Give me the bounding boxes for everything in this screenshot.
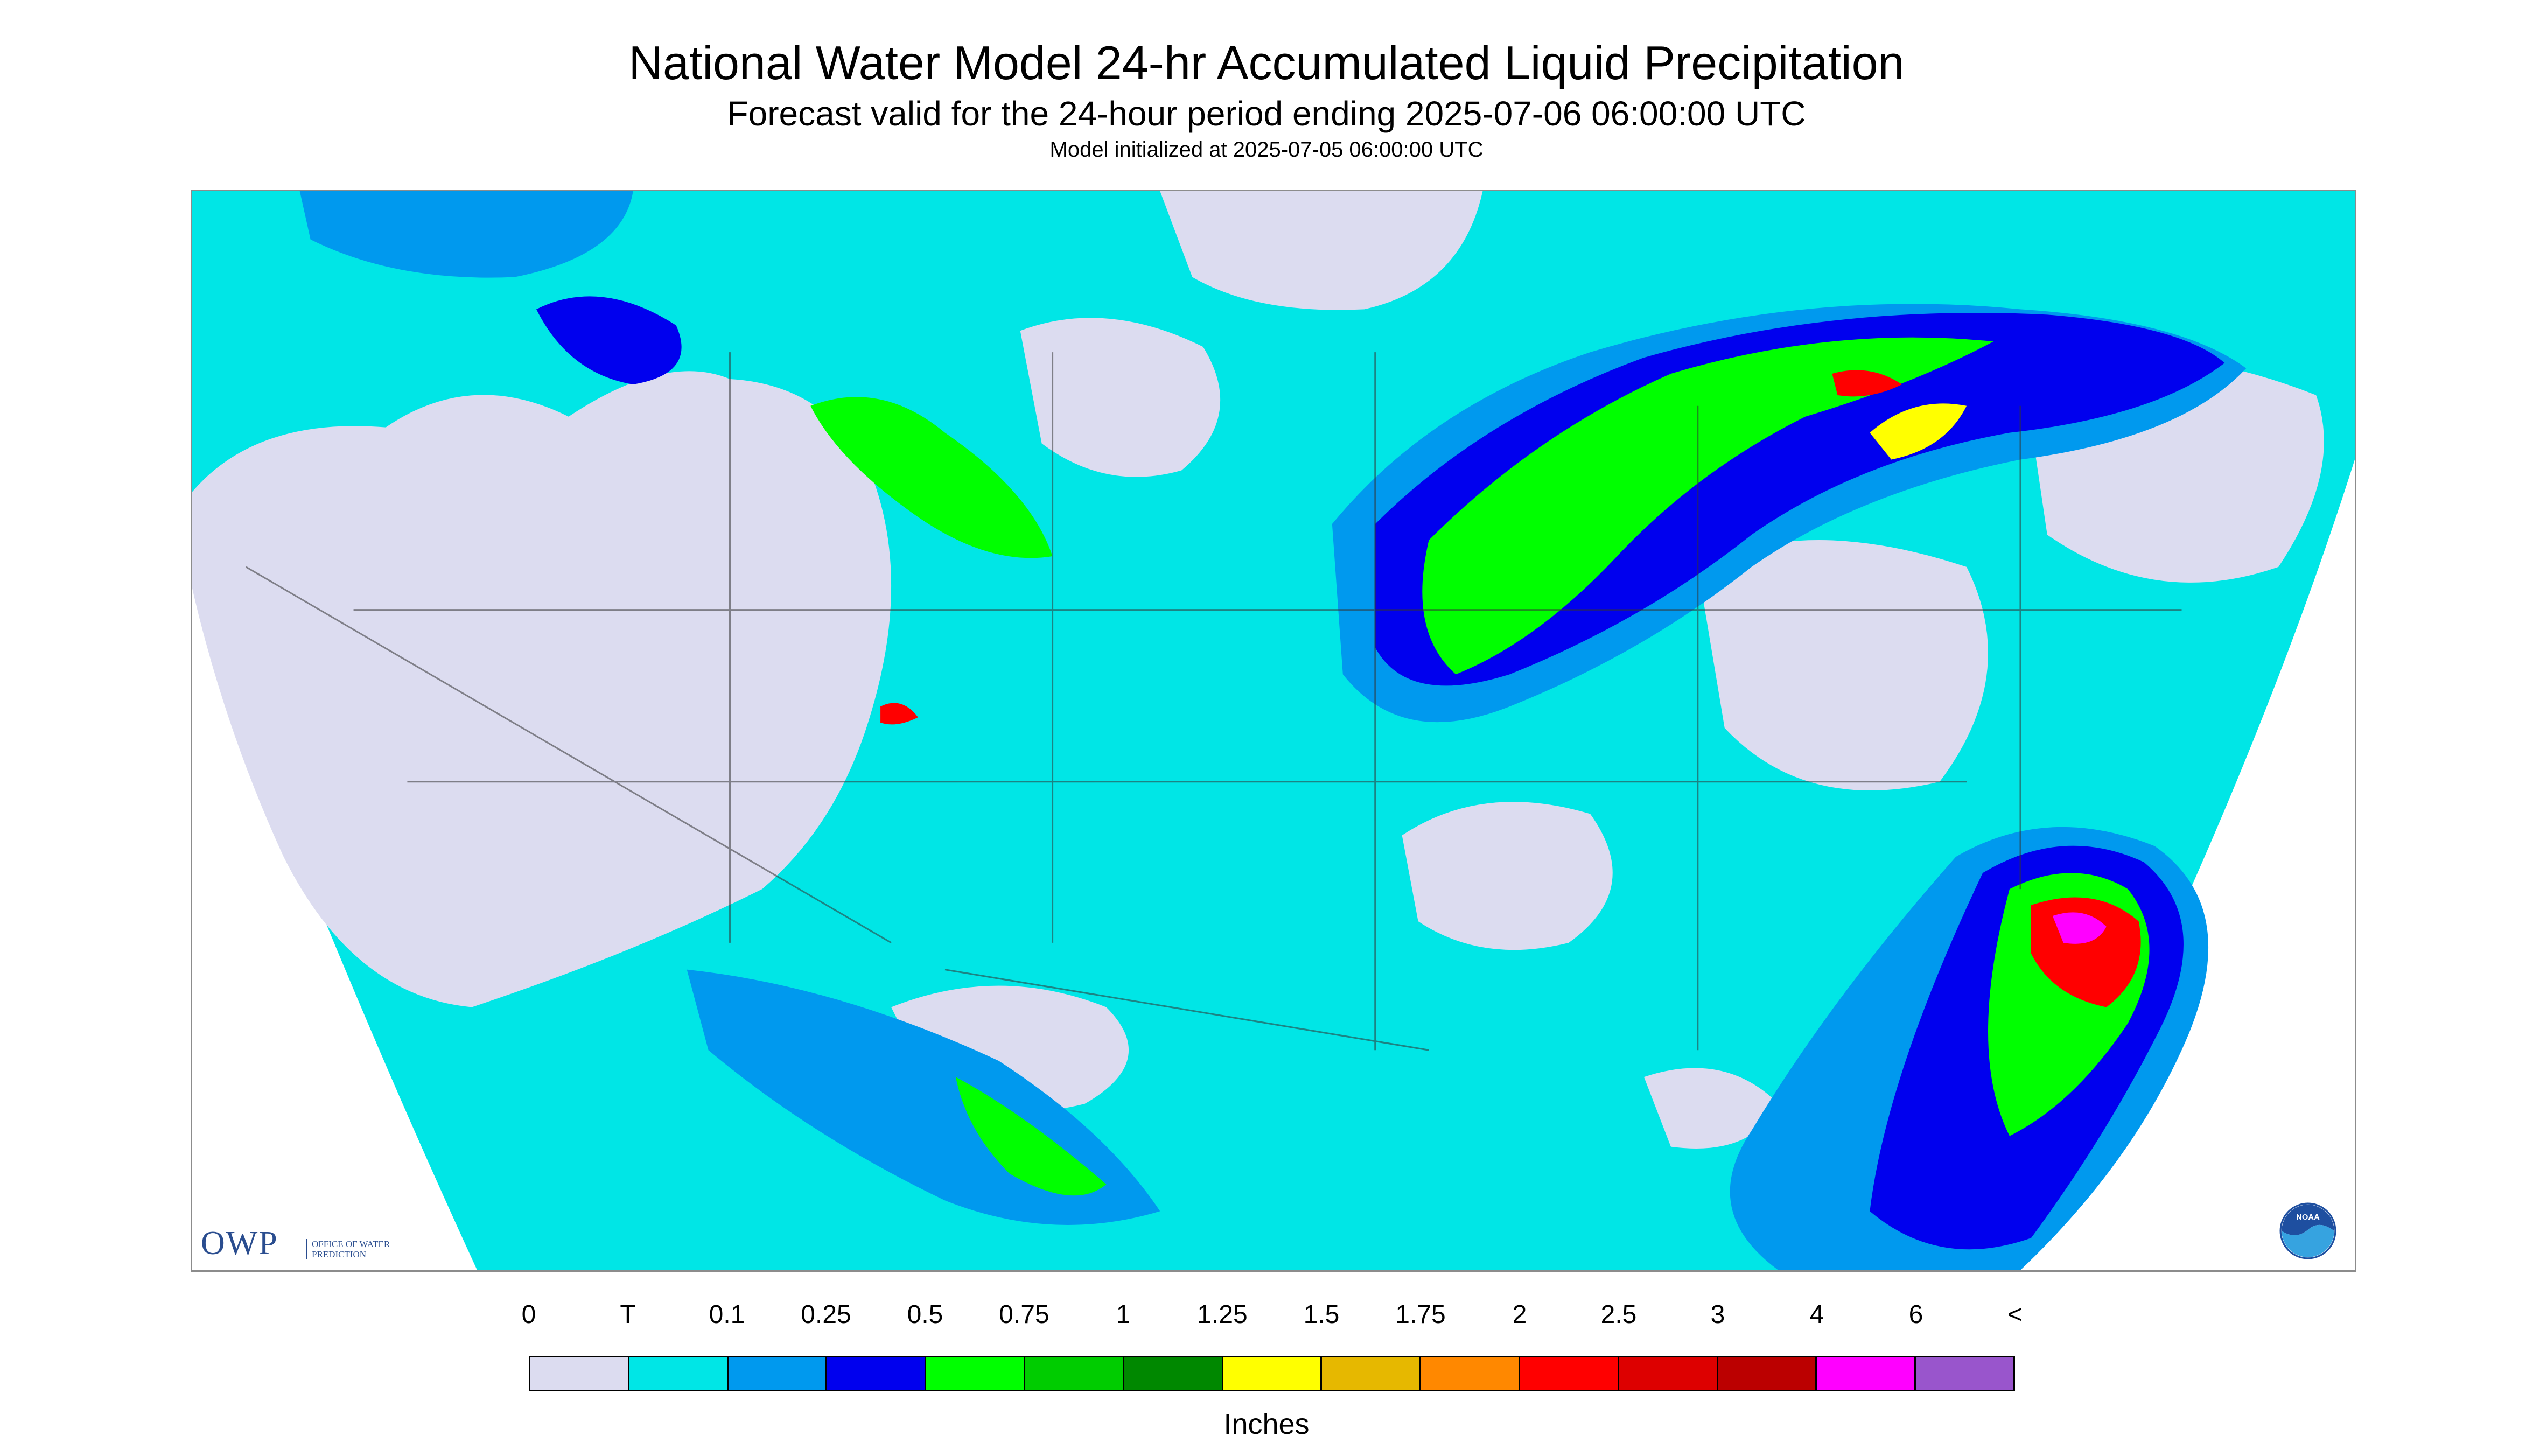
legend-units: Inches <box>1223 1408 1310 1440</box>
model-init-text: Model initialized at 2025-07-05 06:00:00… <box>1049 138 1484 162</box>
legend-swatch <box>1817 1357 1916 1390</box>
dry-area-north <box>1160 191 1483 310</box>
legend-swatch <box>530 1357 629 1390</box>
legend-swatch <box>827 1357 927 1390</box>
precipitation-legend: 0 T 0.1 0.25 0.5 0.75 1 1.25 1.5 1.75 2 2.5 3 4 6 < <box>522 1300 2023 1397</box>
legend-swatch <box>1124 1357 1223 1390</box>
noaa-logo: NOAA <box>2279 1202 2336 1259</box>
dry-area-plains <box>1020 318 1221 477</box>
legend-swatch <box>926 1357 1025 1390</box>
rain-cell-moderate-northwest <box>536 296 682 384</box>
legend-swatch <box>1520 1357 1619 1390</box>
projection-edge-east <box>2004 459 2355 1270</box>
state-boundaries <box>246 352 2182 1051</box>
legend-tick-label: 1.5 <box>1303 1300 1340 1329</box>
legend-swatch <box>728 1357 828 1390</box>
precipitation-map[interactable]: OWP Office of Water Prediction NOAA <box>191 190 2356 1272</box>
legend-swatch <box>629 1357 729 1390</box>
legend-swatch <box>1421 1357 1520 1390</box>
dry-area-south <box>1402 802 1613 950</box>
legend-swatch <box>1619 1357 1718 1390</box>
rain-cell-red-north <box>1832 370 1902 397</box>
owp-logo-subtext: Office of Water Prediction <box>306 1239 393 1259</box>
legend-tick-label: < <box>2007 1300 2023 1329</box>
legend-tick-label: 0.1 <box>709 1300 745 1329</box>
legend-tick-label: 0 <box>521 1300 536 1329</box>
noaa-logo-text: NOAA <box>2296 1213 2320 1222</box>
rain-band-heavy-north <box>1422 337 1994 675</box>
legend-tick-label: 1.25 <box>1197 1300 1248 1329</box>
legend-tick-label: 2 <box>1512 1300 1527 1329</box>
legend-tick-label: 6 <box>1908 1300 1923 1329</box>
rain-cell-yellow-north <box>1870 403 1967 460</box>
map-subtitle: Forecast valid for the 24-hour period en… <box>727 94 1806 133</box>
legend-swatch <box>1322 1357 1422 1390</box>
legend-tick-label: 0.5 <box>907 1300 943 1329</box>
projection-edge-west <box>192 583 478 1270</box>
legend-tick-label: 1 <box>1116 1300 1131 1329</box>
rain-cell-heavy-mexico <box>955 1077 1107 1196</box>
rain-area-light-northwest <box>299 191 633 278</box>
legend-tick-label: 0.75 <box>999 1300 1049 1329</box>
legend-tick-label: 4 <box>1809 1300 1824 1329</box>
legend-swatch <box>1916 1357 2013 1390</box>
rain-cell-red-plains <box>880 703 918 725</box>
map-canvas <box>192 191 2355 1270</box>
legend-tick-label: 0.25 <box>801 1300 851 1329</box>
legend-swatch <box>1223 1357 1323 1390</box>
legend-tick-label: 3 <box>1710 1300 1725 1329</box>
rain-band-heavy-dakotas <box>810 397 1053 558</box>
legend-swatch <box>1025 1357 1124 1390</box>
dry-area-gulf <box>1643 1068 1779 1149</box>
legend-color-bar <box>529 1356 2015 1391</box>
dry-area-ohio-valley <box>1697 540 1989 791</box>
rain-core-extreme-southeast <box>2052 912 2107 944</box>
legend-swatch <box>1718 1357 1817 1390</box>
legend-tick-label: T <box>620 1300 636 1329</box>
map-title: National Water Model 24-hr Accumulated L… <box>628 36 1905 89</box>
legend-tick-label: 1.75 <box>1395 1300 1446 1329</box>
dry-area-west <box>192 371 892 1007</box>
rain-band-moderate-north <box>1375 312 2225 686</box>
legend-tick-label: 2.5 <box>1600 1300 1637 1329</box>
owp-logo-text: OWP <box>201 1225 278 1262</box>
